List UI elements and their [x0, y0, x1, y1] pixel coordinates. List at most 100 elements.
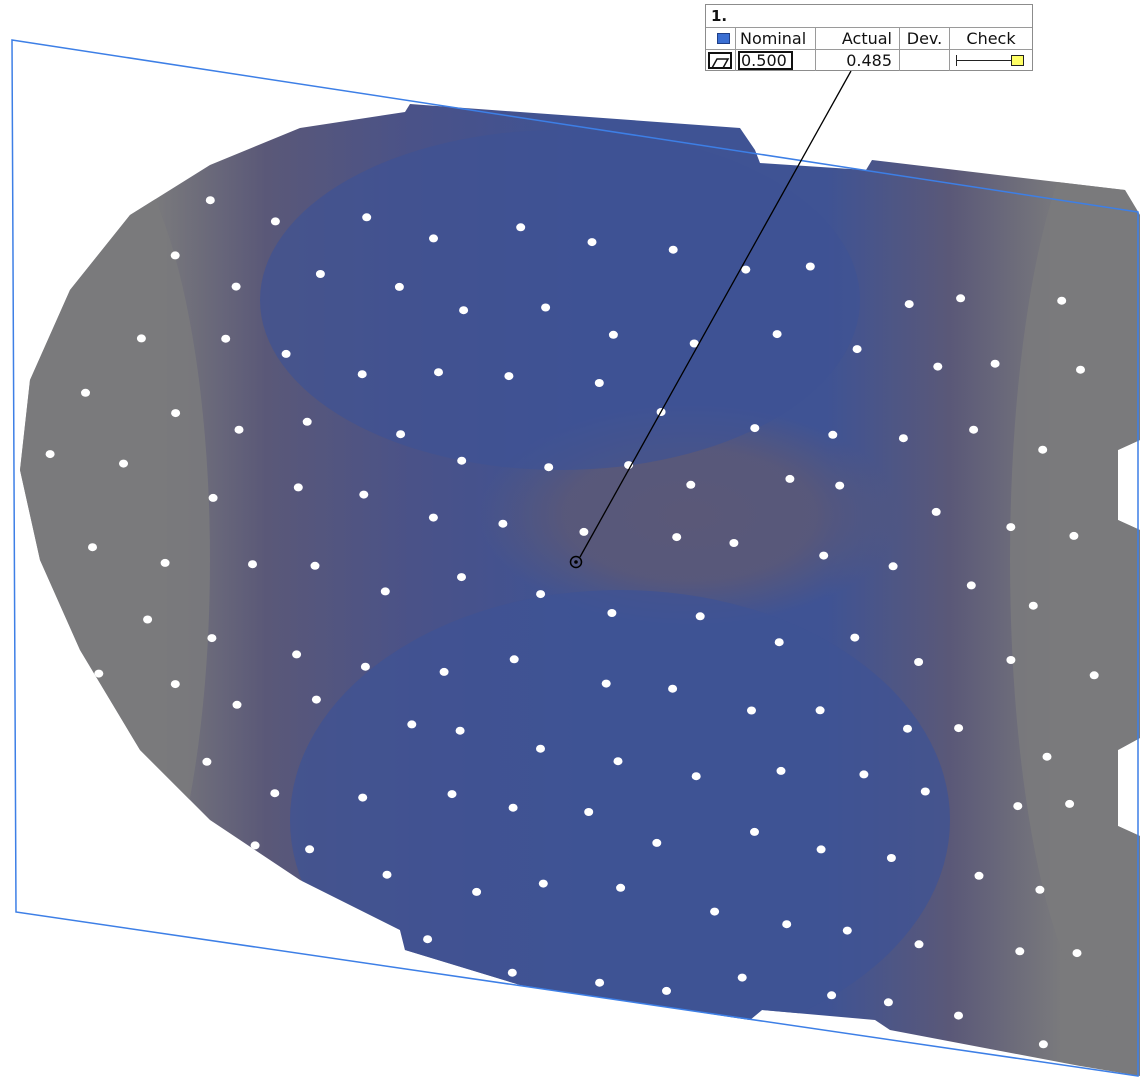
- reference-hole: [362, 932, 372, 941]
- reference-hole: [544, 463, 554, 472]
- reference-hole: [587, 238, 597, 247]
- reference-hole: [541, 303, 551, 312]
- reference-hole: [221, 334, 231, 343]
- measurement-label[interactable]: 1. Nominal Actual Dev. Check 0.500 0.485: [705, 4, 1033, 71]
- reference-hole: [455, 726, 465, 735]
- reference-hole: [741, 265, 751, 274]
- reference-hole: [613, 757, 623, 766]
- reference-hole: [672, 533, 682, 542]
- reference-hole: [852, 345, 862, 354]
- label-title: 1.: [711, 7, 728, 25]
- reference-hole: [601, 679, 611, 688]
- reference-hole: [1072, 949, 1082, 958]
- reference-hole: [1006, 523, 1016, 532]
- reference-hole: [217, 923, 227, 932]
- reference-hole: [819, 551, 829, 560]
- reference-hole: [914, 658, 924, 666]
- reference-hole: [305, 845, 315, 854]
- reference-hole: [101, 837, 111, 846]
- reference-hole: [691, 772, 701, 781]
- reference-hole: [302, 417, 312, 426]
- reference-hole: [281, 349, 291, 358]
- reference-hole: [509, 655, 519, 664]
- reference-hole: [357, 370, 367, 379]
- reference-hole: [293, 483, 303, 492]
- reference-hole: [805, 262, 815, 271]
- deviation-zone-upper: [260, 130, 860, 470]
- reference-hole: [737, 973, 747, 982]
- reference-hole: [1089, 671, 1099, 680]
- reference-hole: [933, 362, 943, 371]
- reference-hole: [548, 1032, 558, 1041]
- reference-hole: [956, 294, 966, 303]
- reference-hole: [842, 926, 852, 935]
- reference-hole: [94, 669, 104, 678]
- reference-hole: [750, 827, 759, 836]
- reference-hole: [990, 359, 1000, 368]
- reference-hole: [815, 706, 825, 715]
- measurement-point-marker[interactable]: [569, 555, 583, 569]
- reference-hole: [248, 560, 257, 569]
- reference-hole: [88, 543, 97, 552]
- reference-hole: [171, 409, 181, 418]
- reference-hole: [621, 1025, 631, 1034]
- nominal-cell: 0.500: [736, 49, 816, 71]
- reference-hole: [360, 662, 370, 671]
- reference-hole: [1069, 531, 1079, 540]
- reference-hole: [428, 513, 438, 522]
- reference-hole: [920, 787, 930, 796]
- reference-hole: [859, 770, 869, 779]
- reference-hole: [1035, 885, 1045, 894]
- reference-hole: [170, 251, 180, 260]
- reference-hole: [1065, 799, 1075, 808]
- reference-hole: [853, 1056, 863, 1064]
- reference-hole: [776, 766, 786, 775]
- reference-hole: [270, 217, 280, 226]
- reference-hole: [311, 695, 321, 704]
- deviation-zone-lower: [290, 590, 950, 1050]
- reference-hole: [362, 213, 372, 222]
- reference-hole: [668, 684, 678, 693]
- tolerance-type-cell: [706, 49, 736, 71]
- reference-hole: [128, 762, 138, 771]
- reference-hole: [931, 507, 941, 516]
- reference-hole: [710, 907, 720, 916]
- reference-hole: [423, 935, 433, 944]
- check-indicator-box: [1011, 55, 1024, 66]
- nominal-value[interactable]: 0.500: [738, 51, 793, 70]
- reference-hole: [170, 680, 180, 689]
- reference-hole: [504, 372, 514, 381]
- reference-hole: [358, 793, 368, 802]
- reference-hole: [1006, 656, 1016, 664]
- reference-hole: [41, 317, 51, 326]
- header-dev: Dev.: [900, 27, 950, 49]
- reference-hole: [250, 841, 260, 850]
- reference-hole: [207, 634, 217, 643]
- reference-hole: [904, 300, 914, 309]
- reference-hole: [1013, 802, 1023, 811]
- reference-hole: [772, 330, 782, 339]
- reference-hole: [536, 744, 545, 753]
- reference-hole: [498, 519, 508, 528]
- reference-hole: [579, 527, 589, 536]
- deviation-zone-right: [1010, 104, 1140, 1020]
- reference-hole: [439, 667, 449, 676]
- reference-hole: [774, 638, 784, 647]
- reference-hole: [969, 425, 979, 434]
- reference-hole: [234, 425, 244, 434]
- reference-hole: [695, 612, 705, 621]
- reference-hole: [55, 744, 64, 753]
- reference-hole: [595, 978, 605, 987]
- reference-hole: [608, 330, 618, 339]
- reference-hole: [136, 334, 146, 343]
- reference-hole: [55, 177, 65, 186]
- reference-hole: [750, 424, 760, 433]
- reference-hole: [407, 720, 417, 729]
- reference-hole: [616, 883, 626, 892]
- reference-hole: [385, 1008, 395, 1017]
- reference-hole: [668, 245, 678, 254]
- reference-hole: [45, 450, 55, 459]
- reference-hole: [382, 870, 392, 879]
